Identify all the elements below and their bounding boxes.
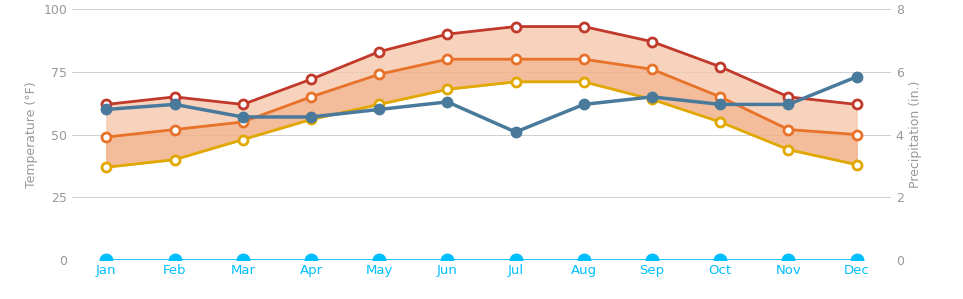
- Y-axis label: Temperature (°F): Temperature (°F): [25, 81, 38, 188]
- Y-axis label: Precipitation (in.): Precipitation (in.): [909, 81, 923, 188]
